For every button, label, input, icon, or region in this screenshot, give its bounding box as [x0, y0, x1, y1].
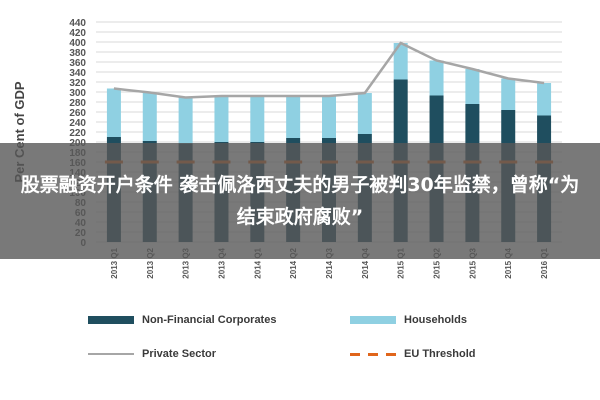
- x-tick-label: 2015 Q4: [504, 247, 513, 278]
- y-tick-label: 440: [69, 18, 86, 29]
- legend-item-households: Households: [350, 312, 467, 328]
- legend-item-non-financial-corporates: Non-Financial Corporates: [88, 312, 276, 328]
- x-tick-label: 2014 Q4: [361, 247, 370, 278]
- legend-swatch-households: [350, 316, 396, 324]
- bar-households: [429, 60, 444, 96]
- bar-households: [501, 78, 516, 110]
- x-tick-label: 2014 Q3: [325, 247, 334, 278]
- y-tick-label: 320: [69, 78, 86, 89]
- x-tick-label: 2013 Q1: [110, 247, 119, 278]
- bar-households: [214, 96, 229, 142]
- bar-households: [537, 83, 552, 116]
- bar-households: [357, 93, 372, 134]
- overlay-banner: 股票融资开户条件 袭击佩洛西丈夫的男子被判30年监禁，曾称“为结束政府腐败”: [0, 143, 600, 259]
- bar-households: [286, 96, 301, 138]
- y-tick-label: 260: [69, 108, 86, 119]
- bar-households: [250, 96, 265, 142]
- y-tick-label: 240: [69, 118, 86, 129]
- x-tick-label: 2015 Q1: [397, 247, 406, 278]
- private-sector-line: [113, 41, 545, 99]
- legend-label-private-sector: Private Sector: [142, 348, 216, 360]
- legend-label-households: Households: [404, 314, 467, 326]
- y-tick-label: 420: [69, 28, 86, 39]
- legend-label-eu-threshold: EU Threshold: [404, 348, 476, 360]
- bar-households: [178, 97, 193, 144]
- y-tick-label: 280: [69, 98, 86, 109]
- x-tick-label: 2013 Q2: [146, 247, 155, 278]
- bar-households: [322, 96, 336, 138]
- x-tick-label: 2015 Q2: [433, 247, 442, 278]
- x-tick-label: 2013 Q4: [217, 247, 226, 278]
- legend-swatch-eu-threshold: [350, 352, 396, 356]
- y-tick-label: 360: [69, 58, 86, 69]
- legend: Non-Financial Corporates Households Priv…: [88, 306, 528, 370]
- x-tick-label: 2016 Q1: [540, 247, 549, 278]
- y-tick-label: 380: [69, 48, 86, 59]
- y-tick-label: 300: [69, 88, 86, 99]
- x-tick-label: 2013 Q3: [182, 247, 191, 278]
- y-tick-label: 340: [69, 68, 86, 79]
- y-tick-label: 220: [69, 128, 86, 139]
- legend-item-private-sector: Private Sector: [88, 346, 216, 362]
- x-tick-label: 2014 Q1: [253, 247, 262, 278]
- bar-households: [465, 69, 480, 104]
- y-tick-label: 400: [69, 38, 86, 49]
- x-tick-label: 2014 Q2: [289, 247, 298, 278]
- legend-swatch-non-financial-corporates: [88, 316, 134, 324]
- bar-households: [106, 88, 121, 137]
- legend-item-eu-threshold: EU Threshold: [350, 346, 476, 362]
- legend-label-non-financial-corporates: Non-Financial Corporates: [142, 314, 277, 326]
- x-tick-label: 2015 Q3: [468, 247, 477, 278]
- bar-households: [142, 92, 157, 141]
- legend-swatch-private-sector: [88, 353, 134, 355]
- bar-households: [393, 43, 408, 80]
- overlay-text: 股票融资开户条件 袭击佩洛西丈夫的男子被判30年监禁，曾称“为结束政府腐败”: [20, 174, 580, 228]
